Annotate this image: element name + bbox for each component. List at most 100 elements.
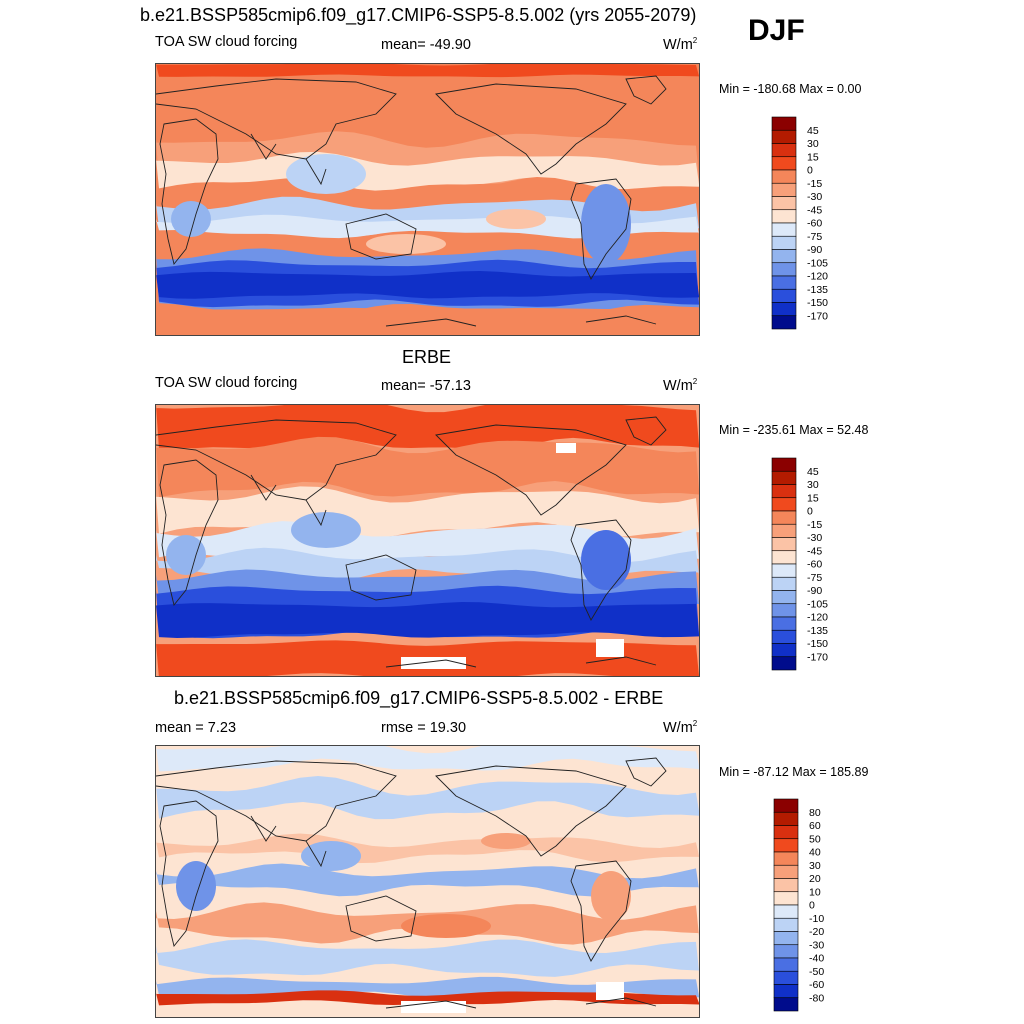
field-band (156, 602, 699, 638)
field-band (156, 939, 699, 977)
field-blob (176, 861, 216, 911)
panel-1-map (155, 63, 700, 336)
colorbar-swatch (771, 182, 797, 197)
panel-1-variable-label: TOA SW cloud forcing (155, 34, 298, 50)
coastline-path (159, 800, 219, 947)
colorbar-tick-label: -15 (807, 519, 822, 531)
coastlines (156, 757, 667, 1009)
colorbar-swatch (771, 457, 797, 472)
field-band (156, 776, 699, 820)
coastline-path (156, 760, 397, 842)
colorbar-tick-label: -135 (807, 625, 828, 637)
colorbar-tick-label: -60 (809, 979, 824, 991)
colorbar-swatch (773, 838, 799, 853)
colorbar-tick-label: 60 (809, 820, 821, 832)
coastline-path (435, 424, 627, 516)
coastline-path (625, 757, 667, 787)
colorbar-tick-label: -10 (809, 913, 824, 925)
colorbar-tick-label: 30 (809, 860, 821, 872)
colorbar-tick-label: 20 (809, 873, 821, 885)
missing-data (556, 443, 576, 453)
colorbar-tick-label: 45 (807, 125, 819, 137)
colorbar-tick-label: -60 (807, 218, 822, 230)
field-band (156, 405, 699, 450)
colorbar-swatch (771, 484, 797, 499)
field-band (156, 990, 699, 1006)
field-blob (401, 914, 491, 938)
colorbar-swatch (771, 275, 797, 290)
field-band (156, 214, 699, 239)
field-blob (301, 841, 361, 871)
colorbar-tick-label: -75 (807, 572, 822, 584)
field-band (156, 833, 699, 864)
colorbar-swatch (773, 851, 799, 866)
colorbar-tick-label: 0 (809, 900, 815, 912)
colorbar-swatch (771, 656, 797, 671)
colorbar-swatch (773, 811, 799, 826)
colorbar-tick-label: -15 (807, 178, 822, 190)
coastline-path (345, 213, 417, 260)
colorbar-swatch (771, 629, 797, 644)
colorbar-swatch (773, 957, 799, 972)
colorbar-swatch (773, 944, 799, 959)
panel-3-title: b.e21.BSSP585cmip6.f09_g17.CMIP6-SSP5-8.… (174, 688, 664, 708)
colorbar-swatch (773, 931, 799, 946)
colorbar-swatch (771, 510, 797, 525)
coastline-path (156, 78, 397, 160)
colorbar-tick-label: 30 (807, 479, 819, 491)
colorbar-tick-label: -105 (807, 257, 828, 269)
panel-2-colorbar: 45 30 15 0 -15 -30 -45 -60 -75 -90 -105 -120 -135 -15… (771, 457, 851, 676)
colorbar-swatch (771, 643, 797, 658)
missing-data (596, 982, 624, 1000)
season-label: DJF (748, 14, 805, 47)
field-blob (286, 154, 366, 194)
colorbar-tick-label: -30 (809, 939, 824, 951)
coastline-path (250, 815, 327, 868)
colorbar-tick-label: -105 (807, 598, 828, 610)
colorbar-swatch (771, 169, 797, 184)
coastline-path (156, 419, 397, 501)
colorbar-swatch (771, 590, 797, 605)
colorbar-tick-label: -120 (807, 612, 828, 624)
coastline-path (345, 895, 417, 942)
colorbar-swatch (771, 497, 797, 512)
missing-data (596, 639, 624, 657)
colorbar-tick-label: -75 (807, 231, 822, 243)
coastlines (156, 416, 667, 668)
field-band (156, 486, 699, 539)
colorbar-tick-label: -80 (809, 992, 824, 1004)
field-band (156, 64, 699, 78)
colorbar-swatch (771, 156, 797, 171)
panel-2-minmax: Min = -235.61 Max = 52.48 (719, 423, 869, 437)
coastline-path (159, 459, 219, 606)
colorbar-swatch (771, 576, 797, 591)
colorbar-tick-label: -50 (809, 966, 824, 978)
colorbar-swatch (773, 970, 799, 985)
colorbar-swatch (773, 997, 799, 1012)
colorbar-tick-label: -45 (807, 204, 822, 216)
colorbar-swatch (771, 315, 797, 330)
panel-2-title: ERBE (402, 347, 452, 367)
colorbar-tick-label: -90 (807, 585, 822, 597)
colorbar-tick-label: 10 (809, 886, 821, 898)
colorbar-swatch (771, 563, 797, 578)
colorbar-swatch (773, 917, 799, 932)
field-blob (171, 201, 211, 237)
colorbar-tick-label: -90 (807, 244, 822, 256)
colorbar-tick-label: 0 (807, 165, 813, 177)
colorbar-swatch (773, 984, 799, 999)
field-blob (581, 530, 631, 590)
coastline-path (625, 416, 667, 446)
colorbar-tick-label: -30 (807, 532, 822, 544)
field-band (156, 863, 699, 897)
colorbar-swatch (773, 904, 799, 919)
colorbar-swatch (773, 891, 799, 906)
field-blob (481, 833, 531, 849)
coastline-path (250, 133, 327, 186)
colorbar-swatch (773, 825, 799, 840)
colorbar-tick-label: 30 (807, 138, 819, 150)
panel-3-map (155, 745, 700, 1018)
colorbar-tick-label: -45 (807, 545, 822, 557)
colorbar-swatch (771, 249, 797, 264)
colorbar-tick-label: -150 (807, 638, 828, 650)
